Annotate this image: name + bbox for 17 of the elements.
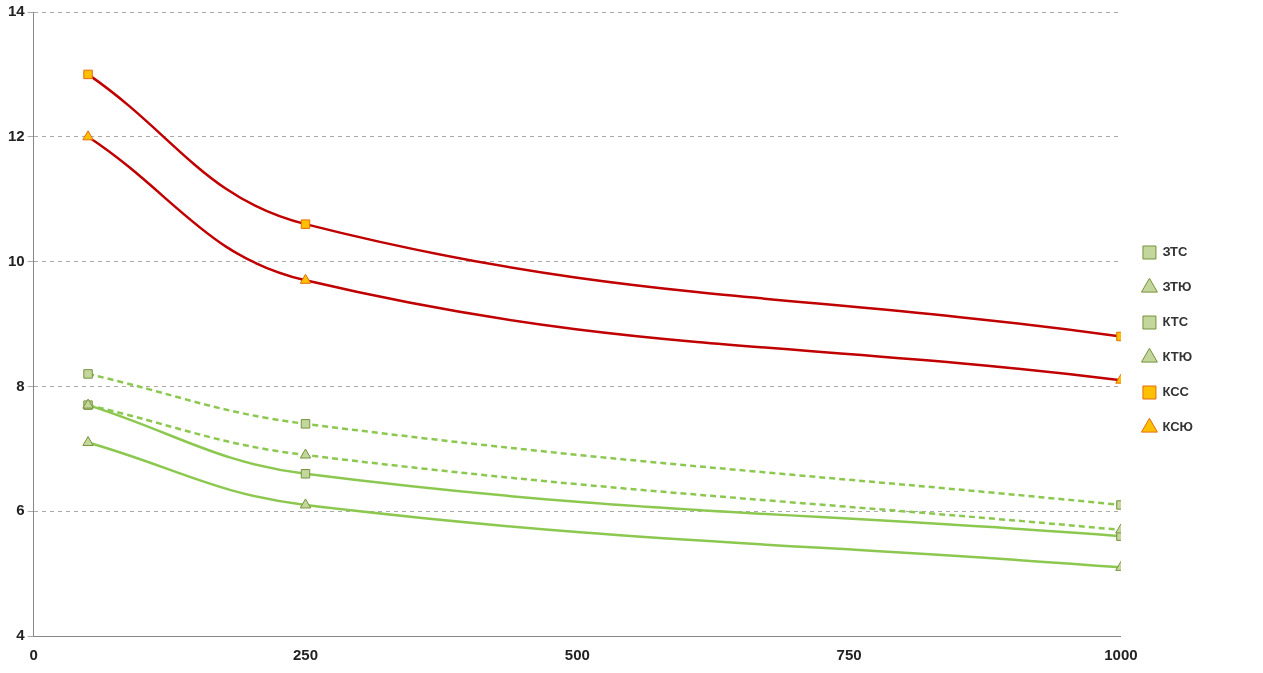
legend-label: КСЮ: [1162, 419, 1193, 435]
x-tick-label: 0: [29, 646, 38, 664]
y-tick-label: 4: [16, 626, 26, 644]
y-tick-label: 8: [16, 376, 25, 394]
y-tick-label: 12: [8, 126, 25, 144]
x-tick-label: 750: [836, 646, 862, 664]
x-tick-label: 500: [564, 646, 590, 664]
y-tick-label: 14: [8, 2, 26, 20]
x-tick-label: 250: [292, 646, 319, 664]
legend-label: ЗТЮ: [1162, 279, 1192, 295]
legend-label: КТС: [1162, 314, 1189, 330]
y-tick-label: 6: [16, 501, 25, 519]
legend-label: ЗТС: [1162, 244, 1189, 260]
legend-label: КТЮ: [1162, 349, 1193, 365]
y-tick-label: 10: [8, 251, 25, 269]
legend-label: КСС: [1162, 384, 1190, 400]
x-tick-label: 1000: [1104, 646, 1138, 664]
